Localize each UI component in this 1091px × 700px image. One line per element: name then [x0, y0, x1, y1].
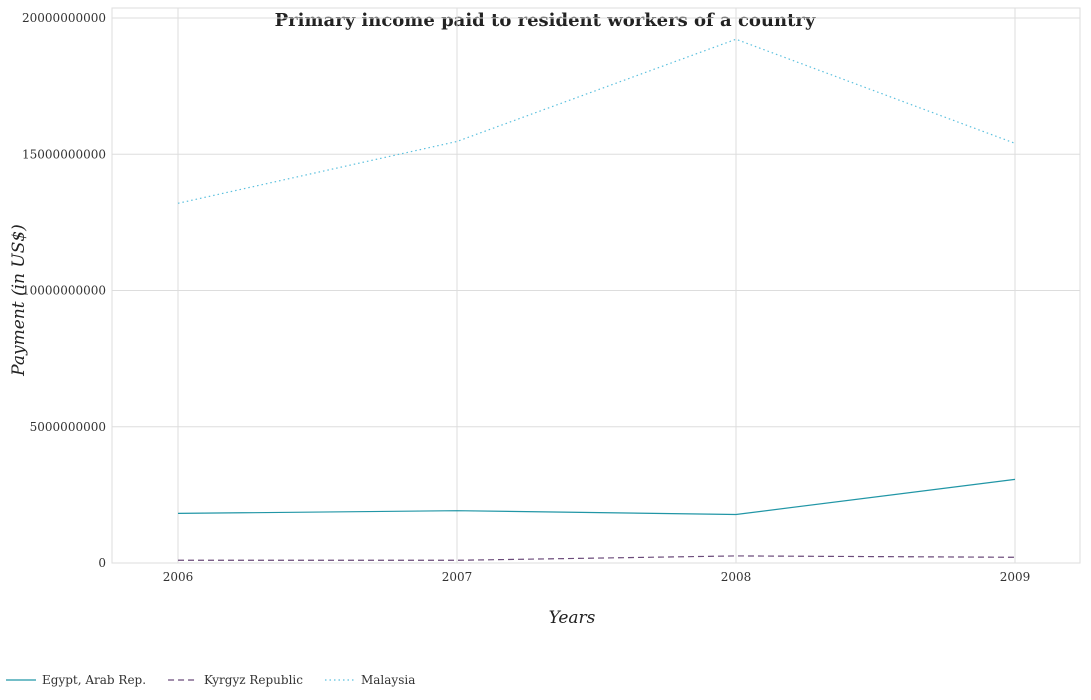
x-tick-label: 2008 — [721, 570, 752, 584]
series-line-2 — [177, 38, 1016, 204]
y-tick-label: 0 — [98, 556, 106, 570]
legend-label-1: Kyrgyz Republic — [204, 673, 303, 687]
y-tick-label: 10000000000 — [22, 284, 106, 298]
axes: 0 5000000000 10000000000 15000000000 2000000… — [22, 11, 1030, 584]
x-tick-label: 2009 — [1000, 570, 1031, 584]
y-tick-label: 20000000000 — [22, 11, 106, 25]
x-tick-label: 2006 — [163, 570, 194, 584]
x-axis-label: Years — [549, 608, 596, 628]
chart-title: Primary income paid to resident workers … — [275, 10, 816, 31]
series-line-0 — [177, 478, 1016, 516]
legend-label-0: Egypt, Arab Rep. — [42, 673, 146, 687]
series-lines — [177, 38, 1016, 561]
y-tick-label: 15000000000 — [22, 147, 106, 161]
y-axis-label: Payment (in US$) — [9, 224, 29, 377]
legend-label-2: Malaysia — [361, 673, 415, 687]
y-tick-label: 5000000000 — [30, 420, 106, 434]
plot-frame — [111, 7, 1081, 564]
series-line-1 — [178, 555, 1016, 561]
x-tick-label: 2007 — [442, 570, 473, 584]
legend: Egypt, Arab Rep. Kyrgyz Republic Malaysia — [6, 673, 415, 687]
grid — [111, 7, 1081, 564]
